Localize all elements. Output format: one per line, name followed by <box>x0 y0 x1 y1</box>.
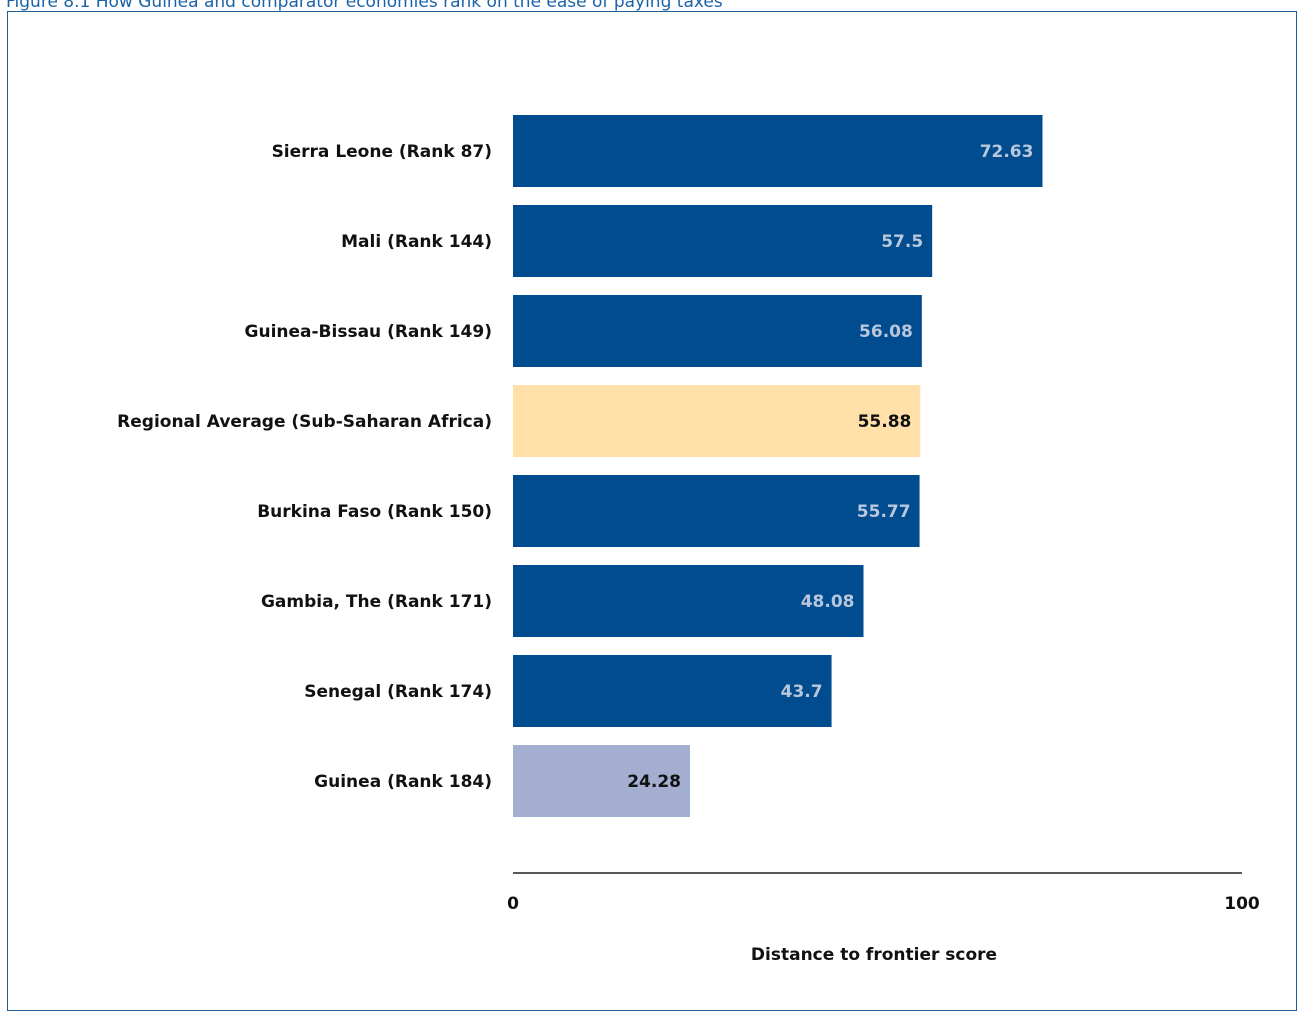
value-label-mali-rank-144: 57.5 <box>881 232 923 252</box>
value-label-burkina-faso-rank-150: 55.77 <box>857 502 911 522</box>
category-label-sierra-leone-rank-87: Sierra Leone (Rank 87) <box>272 142 492 162</box>
x-tick-label-100: 100 <box>1224 894 1260 914</box>
x-tick-label-0: 0 <box>507 894 519 914</box>
category-label-burkina-faso-rank-150: Burkina Faso (Rank 150) <box>257 502 492 522</box>
category-labels-group: Sierra Leone (Rank 87) Mali (Rank 144) Gui… <box>117 142 492 792</box>
bar-guinea-rank-184 <box>513 745 691 817</box>
bar-senegal-rank-174 <box>513 655 832 727</box>
bar-gambia-the-rank-171 <box>513 565 864 637</box>
value-label-guinea-bissau-rank-149: 56.08 <box>859 322 913 342</box>
category-label-gambia-the-rank-171: Gambia, The (Rank 171) <box>261 592 492 612</box>
bar-mali-rank-144 <box>513 205 933 277</box>
value-label-gambia-the-rank-171: 48.08 <box>801 592 855 612</box>
bar-guinea-bissau-rank-149 <box>513 295 922 367</box>
x-axis-title: Distance to frontier score <box>751 945 997 965</box>
category-label-regional-average-sub-saharan-africa: Regional Average (Sub-Saharan Africa) <box>117 412 492 432</box>
bar-burkina-faso-rank-150 <box>513 475 920 547</box>
x-tick-labels-group: 0 100 <box>507 894 1260 914</box>
bars-group <box>513 115 1043 817</box>
category-label-guinea-bissau-rank-149: Guinea-Bissau (Rank 149) <box>245 322 492 342</box>
value-label-regional-average-sub-saharan-africa: 55.88 <box>858 412 912 432</box>
value-label-senegal-rank-174: 43.7 <box>781 682 823 702</box>
bar-regional-average-sub-saharan-africa <box>513 385 921 457</box>
category-label-mali-rank-144: Mali (Rank 144) <box>341 232 492 252</box>
figure-title: Figure 8.1 How Guinea and comparator eco… <box>6 0 723 12</box>
category-label-senegal-rank-174: Senegal (Rank 174) <box>304 682 492 702</box>
value-labels-group: 72.63 57.5 56.08 55.88 55.77 48.08 43.7 24.28 <box>627 142 1033 792</box>
bar-sierra-leone-rank-87 <box>513 115 1043 187</box>
value-label-sierra-leone-rank-87: 72.63 <box>980 142 1034 162</box>
category-label-guinea-rank-184: Guinea (Rank 184) <box>314 772 492 792</box>
value-label-guinea-rank-184: 24.28 <box>627 772 681 792</box>
